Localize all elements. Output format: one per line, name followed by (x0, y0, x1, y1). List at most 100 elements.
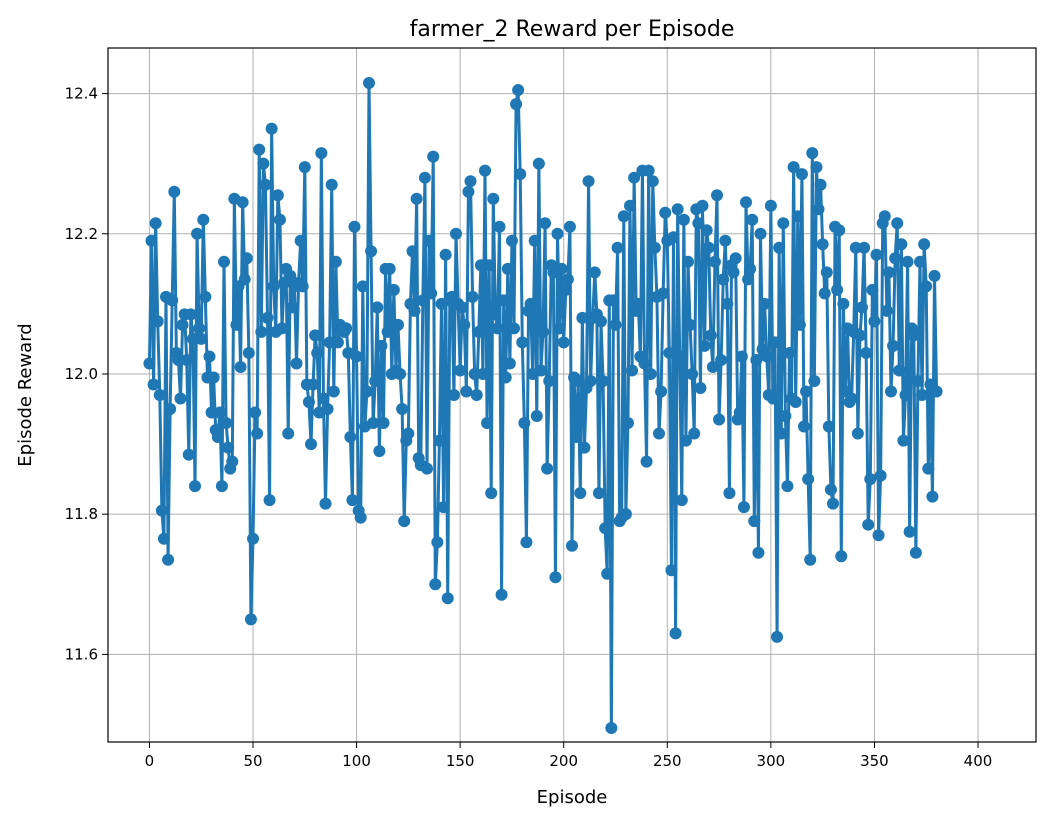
data-point (713, 413, 726, 426)
series-layer (143, 77, 943, 734)
data-point (302, 396, 315, 409)
data-point (806, 147, 819, 160)
data-point (621, 417, 634, 430)
data-point (810, 161, 823, 174)
chart-title: farmer_2 Reward per Episode (410, 17, 735, 42)
data-point (916, 389, 929, 401)
data-point (659, 206, 672, 219)
data-point (195, 332, 208, 345)
data-point (868, 315, 881, 328)
data-point (203, 350, 216, 363)
data-point (284, 269, 297, 282)
data-point (742, 273, 755, 286)
data-point (783, 346, 796, 359)
data-point (346, 494, 359, 507)
data-point (758, 297, 771, 310)
data-point (276, 322, 288, 335)
data-point (592, 487, 605, 500)
data-point (816, 238, 829, 251)
y-axis-label: Episode Reward (15, 323, 36, 466)
data-point (350, 350, 363, 363)
data-point (862, 518, 875, 531)
data-point (497, 294, 510, 307)
data-point (671, 203, 684, 216)
data-point (153, 389, 166, 401)
data-point (555, 262, 568, 275)
data-point (189, 480, 201, 493)
data-point (694, 381, 707, 394)
data-point (344, 431, 357, 444)
data-point (162, 553, 175, 566)
data-point (543, 374, 556, 387)
data-point (563, 220, 576, 233)
data-point (574, 487, 587, 500)
x-tick-label: 400 (964, 752, 993, 770)
data-point (551, 227, 564, 240)
data-point (781, 480, 794, 493)
data-point (273, 213, 286, 226)
data-point (460, 385, 473, 398)
data-point (375, 339, 388, 352)
data-point (466, 290, 479, 303)
data-point (638, 357, 651, 370)
y-tick-label: 12.2 (65, 225, 98, 243)
data-point (240, 252, 253, 265)
data-point (447, 389, 460, 401)
data-point (234, 360, 247, 373)
data-point (516, 336, 529, 349)
data-point (503, 357, 516, 370)
data-point (874, 469, 887, 482)
data-point (180, 353, 193, 366)
data-point (775, 427, 788, 440)
data-point (559, 283, 572, 296)
data-point (588, 266, 601, 279)
x-tick-label: 300 (757, 752, 786, 770)
data-point (305, 438, 317, 451)
data-point (833, 224, 846, 237)
data-point (431, 536, 444, 549)
data-point (860, 346, 873, 359)
data-point (253, 143, 266, 156)
data-point (733, 406, 746, 419)
data-point (704, 329, 717, 342)
data-point (164, 403, 177, 416)
y-tick-label: 11.6 (65, 645, 98, 663)
data-point (609, 318, 622, 331)
data-point (472, 325, 485, 338)
data-point (866, 283, 879, 296)
data-point (331, 336, 344, 349)
data-point (920, 280, 933, 293)
data-point (168, 185, 181, 198)
data-point (735, 350, 748, 363)
data-point (911, 374, 924, 387)
data-point (230, 318, 243, 331)
data-point (487, 192, 500, 205)
data-point (686, 367, 699, 380)
data-point (748, 515, 761, 528)
data-point (853, 329, 866, 342)
data-point (723, 487, 736, 500)
data-point (454, 364, 467, 377)
data-point (325, 178, 338, 191)
data-point (423, 234, 436, 247)
data-point (172, 353, 185, 366)
data-point (441, 592, 454, 605)
data-point (822, 420, 835, 433)
data-point (576, 311, 589, 324)
data-point (255, 325, 268, 338)
data-point (808, 374, 821, 387)
data-point (495, 588, 508, 601)
data-point (205, 406, 218, 419)
data-point (858, 241, 871, 254)
data-point (363, 77, 375, 90)
data-point (721, 297, 734, 310)
data-point (918, 238, 931, 251)
data-point (864, 473, 877, 486)
data-point (182, 448, 195, 461)
data-point (425, 287, 438, 300)
data-point (824, 483, 837, 496)
data-point (296, 280, 309, 293)
data-point (750, 353, 763, 366)
data-point (653, 427, 665, 440)
data-point (298, 161, 311, 174)
